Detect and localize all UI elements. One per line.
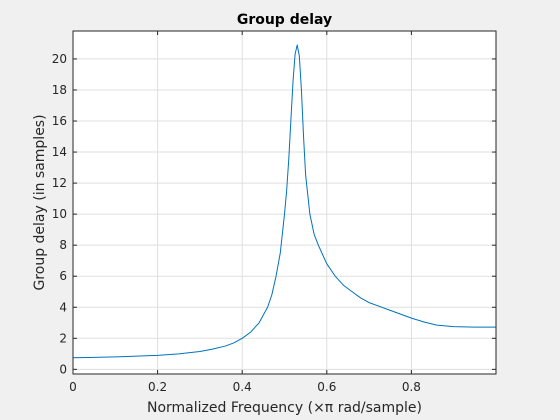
x-tick-label: 0.2: [148, 380, 167, 394]
y-tick-label: 14: [52, 145, 67, 159]
chart-title: Group delay: [237, 12, 332, 28]
y-tick-label: 20: [52, 52, 67, 66]
axis-ticks: 0 0.2 0.4 0.6 0.8 0 2 4 6 8 10 12 14 16 18 20: [52, 31, 496, 394]
y-tick-label: 4: [59, 300, 67, 314]
axes-box: [72, 30, 497, 375]
x-axis-label: Normalized Frequency (×π rad/sample): [147, 400, 422, 416]
x-tick-label: 0.6: [317, 380, 336, 394]
group-delay-line: [72, 44, 496, 359]
y-axis-label: Group delay (in samples): [32, 114, 48, 290]
y-tick-label: 12: [52, 176, 67, 190]
x-tick-label: 0: [69, 380, 77, 394]
x-tick-label: 0.8: [402, 380, 421, 394]
x-tick-label: 0.4: [233, 380, 252, 394]
series-layer: [72, 44, 496, 359]
y-tick-label: 10: [52, 207, 67, 221]
y-tick-label: 0: [59, 362, 67, 376]
y-tick-label: 8: [59, 238, 67, 252]
y-tick-label: 6: [59, 269, 67, 283]
y-tick-label: 18: [52, 83, 67, 97]
y-tick-label: 16: [52, 114, 67, 128]
plot-area: [73, 31, 496, 374]
y-tick-label: 2: [59, 331, 67, 345]
